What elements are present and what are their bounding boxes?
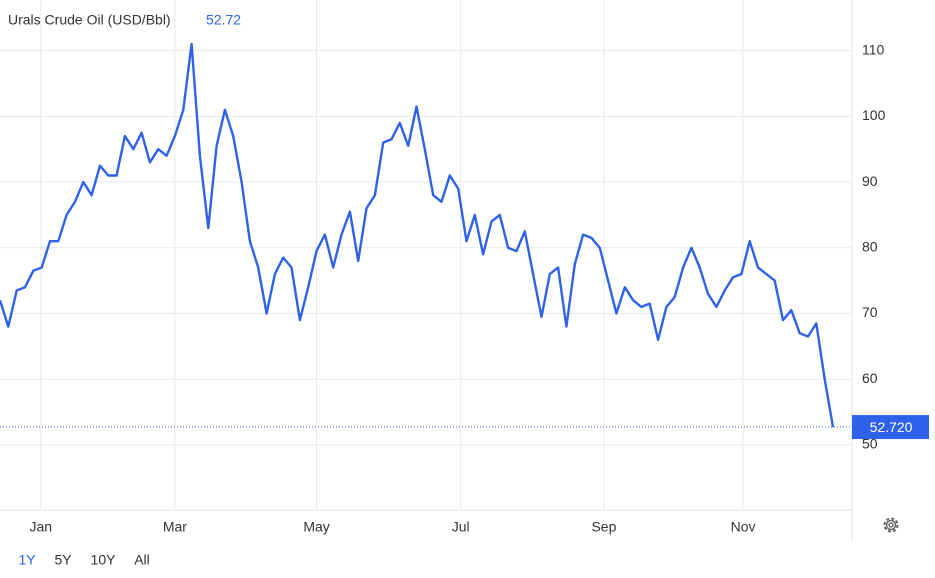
price-line (0, 42, 835, 428)
x-tick-label: Jan (30, 519, 53, 535)
chart-title: Urals Crude Oil (USD/Bbl) (8, 12, 171, 28)
y-tick-label: 70 (862, 304, 878, 320)
range-button[interactable]: 5Y (54, 552, 72, 568)
last-price-label: 52.720 (870, 419, 913, 435)
range-button[interactable]: All (134, 552, 150, 568)
x-tick-label: May (303, 519, 329, 535)
y-tick-label: 50 (862, 436, 878, 452)
y-tick-label: 60 (862, 370, 878, 386)
x-tick-label: Sep (591, 519, 616, 535)
range-button[interactable]: 1Y (18, 552, 36, 568)
x-tick-label: Jul (452, 519, 470, 535)
range-button[interactable]: 10Y (91, 552, 117, 568)
y-tick-label: 80 (862, 238, 878, 254)
y-tick-label: 100 (862, 107, 886, 123)
y-tick-label: 110 (862, 41, 885, 57)
settings-icon[interactable] (883, 517, 899, 533)
last-price-tag (852, 415, 929, 440)
x-tick-label: Mar (163, 519, 187, 535)
x-tick-label: Nov (731, 519, 756, 535)
y-tick-label: 90 (862, 173, 878, 189)
current-value: 52.72 (206, 12, 241, 28)
